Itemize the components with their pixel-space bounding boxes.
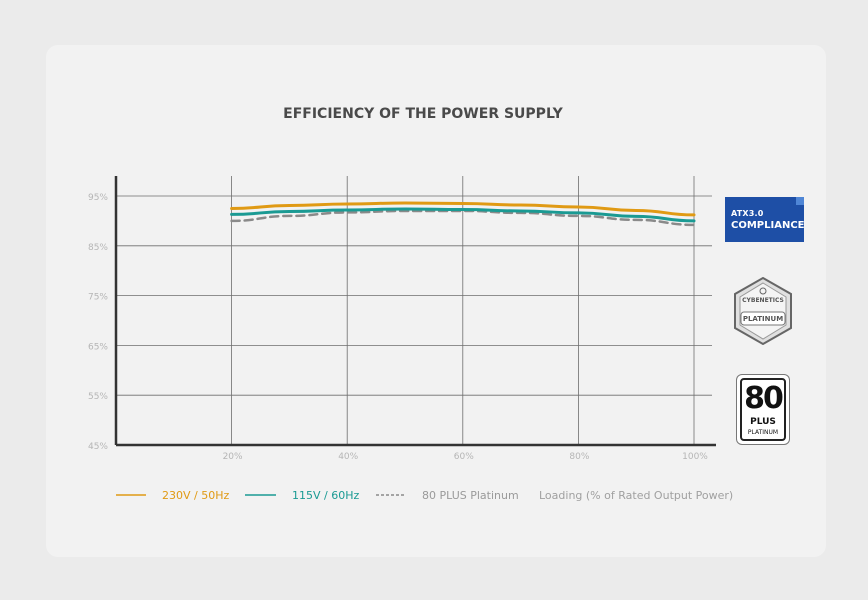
cybenetics-label: CYBENETICS <box>742 297 784 304</box>
legend-label: 80 PLUS Platinum <box>422 489 519 502</box>
atx-badge-line2: COMPLIANCE <box>731 220 805 231</box>
y-tick-label: 75% <box>88 293 108 303</box>
series-line <box>230 207 696 223</box>
legend-label: 115V / 60Hz <box>292 489 359 502</box>
cybenetics-tier: PLATINUM <box>742 315 784 323</box>
chart-title: EFFICIENCY OF THE POWER SUPPLY <box>283 106 563 122</box>
y-tick-label: 45% <box>88 442 108 452</box>
x-tick-label: 80% <box>569 452 589 462</box>
80plus-tier: PLATINUM <box>747 429 779 436</box>
x-tick-label: 60% <box>454 452 474 462</box>
x-tick-label: 100% <box>682 452 708 462</box>
x-tick-label: 20% <box>223 452 243 462</box>
series-line <box>230 209 696 227</box>
chart-card <box>46 45 826 557</box>
series-line <box>230 201 696 217</box>
hexagon-icon <box>734 276 792 346</box>
80plus-plus: PLUS <box>750 417 776 427</box>
y-tick-label: 65% <box>88 342 108 352</box>
80plus-number: 80 <box>744 381 784 416</box>
x-axis-label: Loading (% of Rated Output Power) <box>539 489 733 502</box>
80plus-platinum-badge: 80 PLUS PLATINUM <box>737 375 789 444</box>
atx-badge-line1: ATX3.0 <box>731 209 764 218</box>
y-tick-label: 85% <box>88 243 108 253</box>
x-tick-label: 40% <box>338 452 358 462</box>
y-tick-label: 55% <box>88 392 108 402</box>
atx3-compliance-badge: ATX3.0 COMPLIANCE <box>725 197 805 242</box>
80plus-badge-frame <box>740 378 786 441</box>
y-tick-label: 95% <box>88 193 108 203</box>
cybenetics-platinum-badge: CYBENETICS PLATINUM <box>733 276 793 346</box>
atx-badge-corner <box>796 197 804 205</box>
legend-label: 230V / 50Hz <box>162 489 229 502</box>
